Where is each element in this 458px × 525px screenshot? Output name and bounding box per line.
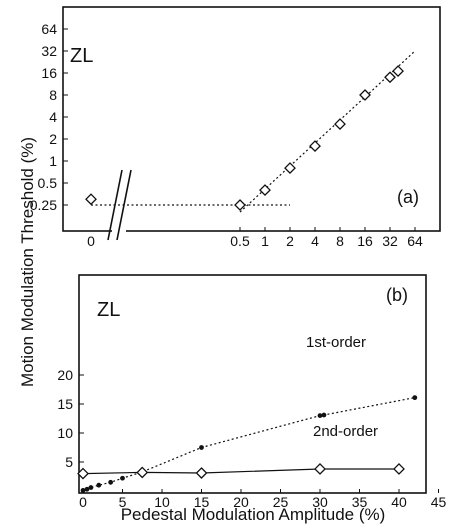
x-axis-label: Pedestal Modulation Amplitude (%) bbox=[121, 505, 386, 524]
panel-b-y-tick-label: 20 bbox=[57, 367, 73, 383]
panel-b-series-lines bbox=[82, 397, 415, 491]
panel-a-y-tick-label: 4 bbox=[49, 109, 57, 125]
panel-a-y-tick-label: 1 bbox=[49, 153, 57, 169]
panel-b-y-tick-label: 15 bbox=[57, 396, 73, 412]
panel-b-point-1st-order bbox=[80, 488, 86, 493]
panel-a-x-tick-label: 64 bbox=[407, 233, 423, 249]
panel-a-data-point bbox=[309, 140, 321, 153]
panel-a-points bbox=[85, 65, 404, 211]
y-axis-label: Motion Modulation Threshold (%) bbox=[18, 137, 37, 387]
panel-a-data-point bbox=[259, 184, 271, 197]
series-label-1st-order: 1st-order bbox=[306, 334, 366, 351]
panel-b-point-2nd-order bbox=[195, 467, 208, 479]
panel-b-x-tick-label: 30 bbox=[312, 494, 328, 510]
panel-b: ZL (b) 0 5 10 15 20 25 30 35 40 45 5 10 15 20 1st-or… bbox=[57, 274, 446, 510]
panel-b-points bbox=[77, 395, 418, 493]
series-line-2nd-order bbox=[82, 468, 399, 475]
panel-b-point-1st-order bbox=[88, 485, 94, 490]
panel-a-y-ticks: 0.25 0.5 1 2 4 8 16 32 64 bbox=[30, 21, 68, 213]
panel-b-y-ticks: 5 10 15 20 bbox=[57, 367, 84, 470]
panel-a-subject: ZL bbox=[70, 45, 93, 67]
panel-b-x-tick-label: 20 bbox=[233, 494, 249, 510]
panel-a-data-point bbox=[234, 199, 246, 211]
panel-b-frame bbox=[78, 274, 427, 494]
panel-b-point-1st-order bbox=[84, 486, 90, 492]
panel-b-x-tick-label: 15 bbox=[194, 494, 210, 510]
panel-a-data-point bbox=[384, 71, 396, 84]
panel-a-y-tick-label: 16 bbox=[41, 65, 57, 81]
panel-b-point-1st-order bbox=[321, 412, 327, 418]
panel-b-x-tick-label: 35 bbox=[352, 494, 368, 510]
panel-a-x-break-tick: 0 bbox=[87, 233, 95, 249]
panel-b-x-tick-label: 40 bbox=[391, 494, 407, 510]
panel-a-y-tick-label: 2 bbox=[49, 131, 57, 147]
panel-b-y-tick-label: 10 bbox=[57, 425, 73, 441]
panel-a-data-point bbox=[85, 193, 97, 206]
panel-a-y-tick-label: 0.5 bbox=[38, 175, 58, 191]
panel-a-label: (a) bbox=[397, 187, 419, 207]
panel-a-y-tick-label: 32 bbox=[41, 43, 57, 59]
panel-b-subject: ZL bbox=[97, 299, 120, 321]
panel-b-point-1st-order bbox=[199, 445, 204, 450]
panel-b-point-1st-order bbox=[108, 479, 114, 485]
panel-a-x-tick-label: 16 bbox=[357, 233, 373, 249]
panel-b-point-2nd-order bbox=[314, 463, 326, 475]
panel-a-x-ticks: 0.5 1 2 4 8 16 32 64 bbox=[230, 227, 423, 249]
panel-a-frame bbox=[62, 6, 441, 232]
panel-b-point-2nd-order bbox=[136, 466, 149, 479]
panel-a-x-tick-label: 32 bbox=[382, 233, 398, 249]
panel-b-point-1st-order bbox=[120, 475, 125, 481]
panel-b-point-2nd-order bbox=[393, 463, 405, 475]
panel-b-x-tick-label: 45 bbox=[431, 494, 447, 510]
panel-b-x-tick-label: 5 bbox=[119, 494, 127, 510]
panel-a-x-tick-label: 0.5 bbox=[230, 233, 250, 249]
panel-a-x-tick-label: 2 bbox=[286, 233, 294, 249]
panel-a-x-tick-label: 4 bbox=[311, 233, 319, 249]
panel-b-x-tick-label: 0 bbox=[79, 494, 87, 510]
panel-a: ZL (a) 0 0.5 1 2 4 8 16 32 64 0.25 0.5 1 2 4 8 16 32 64 bbox=[30, 6, 441, 249]
panel-b-x-ticks: 0 5 10 15 20 25 30 35 40 45 bbox=[79, 489, 446, 510]
panel-a-y-tick-label: 64 bbox=[41, 21, 57, 37]
panel-a-fit-lines bbox=[91, 50, 416, 213]
panel-a-x-tick-label: 1 bbox=[261, 233, 269, 249]
panel-b-point-1st-order bbox=[317, 413, 323, 418]
panel-a-data-point bbox=[334, 118, 346, 131]
panel-b-x-tick-label: 10 bbox=[154, 494, 170, 510]
series-label-2nd-order: 2nd-order bbox=[313, 423, 378, 440]
series-line-1st-order bbox=[82, 397, 415, 491]
panel-a-data-point bbox=[392, 65, 404, 77]
panel-a-data-point bbox=[284, 162, 296, 175]
panel-b-y-tick-label: 5 bbox=[65, 454, 73, 470]
panel-b-point-2nd-order bbox=[77, 467, 89, 480]
panel-a-data-point bbox=[359, 89, 371, 101]
panel-b-point-1st-order bbox=[412, 395, 418, 401]
panel-a-y-tick-label: 0.25 bbox=[30, 197, 57, 213]
panel-a-y-tick-label: 8 bbox=[49, 87, 57, 103]
panel-b-label: (b) bbox=[386, 285, 408, 305]
panel-b-x-tick-label: 25 bbox=[273, 494, 289, 510]
panel-b-point-1st-order bbox=[96, 482, 102, 488]
panel-a-x-tick-label: 8 bbox=[336, 233, 344, 249]
